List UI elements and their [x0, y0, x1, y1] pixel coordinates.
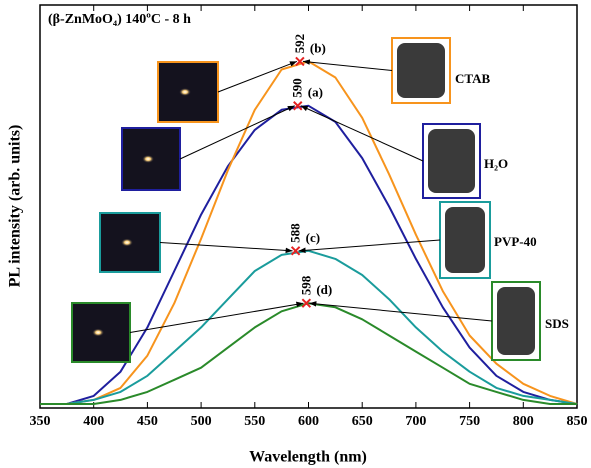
x-tick-label: 550	[244, 414, 265, 429]
photo-glow	[142, 155, 154, 163]
particle	[428, 129, 475, 193]
sample-label: CTAB	[455, 71, 490, 86]
peak-wavelength: 590	[290, 78, 305, 98]
peak-marker	[294, 102, 302, 110]
x-tick-label: 600	[298, 414, 319, 429]
x-tick-label: 750	[459, 414, 480, 429]
photo-glow	[179, 88, 191, 96]
particle	[497, 287, 535, 355]
chart-title: (β-ZnMoO₄) 140ºC - 8 h	[48, 12, 191, 27]
peak-wavelength: 592	[292, 34, 307, 54]
photo-glow	[121, 239, 133, 247]
x-tick-label: 350	[30, 414, 51, 429]
peak-label: (c)	[306, 230, 320, 245]
sample-label: PVP-40	[494, 234, 537, 249]
peak-wavelength: 598	[298, 275, 313, 295]
peak-label: (b)	[310, 40, 326, 55]
sample-label: H₂O	[484, 156, 508, 171]
x-tick-label: 400	[83, 414, 104, 429]
arrow	[160, 243, 293, 251]
chart: (β-ZnMoO₄) 140ºC - 8 h Wavelength (nm) P…	[0, 0, 591, 468]
peak-label: (a)	[308, 85, 323, 100]
x-axis-label: Wavelength (nm)	[249, 449, 367, 466]
particle	[445, 207, 485, 273]
peak-label: (d)	[316, 282, 332, 297]
arrow	[301, 106, 423, 161]
x-tick-label: 850	[567, 414, 588, 429]
photo-glow	[92, 329, 104, 337]
x-tick-label: 450	[137, 414, 158, 429]
particle	[397, 43, 445, 98]
arrow	[309, 303, 492, 321]
sample-label: SDS	[545, 316, 569, 331]
peak-wavelength: 588	[288, 223, 303, 243]
x-tick-label: 700	[405, 414, 426, 429]
arrow	[218, 61, 297, 92]
x-tick-label: 500	[191, 414, 212, 429]
x-tick-label: 650	[352, 414, 373, 429]
x-tick-label: 800	[513, 414, 534, 429]
y-axis-label: PL intensity (arb. units)	[7, 125, 24, 288]
